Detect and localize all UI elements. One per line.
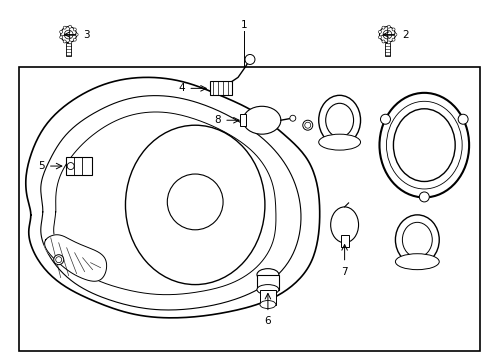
Text: 7: 7 xyxy=(341,267,347,277)
Text: 6: 6 xyxy=(264,316,271,327)
Ellipse shape xyxy=(395,215,438,265)
Ellipse shape xyxy=(318,134,360,150)
Text: 2: 2 xyxy=(402,30,408,40)
Ellipse shape xyxy=(325,103,353,137)
Bar xyxy=(66,42,71,57)
Bar xyxy=(384,42,389,57)
Polygon shape xyxy=(26,77,319,318)
Circle shape xyxy=(386,25,389,28)
Bar xyxy=(240,114,245,126)
Bar xyxy=(340,235,348,247)
Circle shape xyxy=(381,40,384,43)
Ellipse shape xyxy=(260,301,275,309)
Bar xyxy=(260,289,275,305)
Circle shape xyxy=(386,41,389,44)
Circle shape xyxy=(63,26,66,29)
Bar xyxy=(210,81,232,95)
Text: 3: 3 xyxy=(83,30,90,40)
Text: 5: 5 xyxy=(38,161,45,171)
Circle shape xyxy=(63,40,66,43)
Circle shape xyxy=(379,27,395,42)
Circle shape xyxy=(244,54,254,64)
Circle shape xyxy=(378,36,381,39)
Bar xyxy=(65,157,91,175)
Circle shape xyxy=(60,30,62,33)
Circle shape xyxy=(68,25,71,28)
Circle shape xyxy=(68,41,71,44)
Text: 8: 8 xyxy=(214,115,221,125)
Ellipse shape xyxy=(256,285,278,294)
Circle shape xyxy=(393,33,396,36)
Bar xyxy=(19,67,479,351)
Text: 1: 1 xyxy=(240,19,247,30)
Polygon shape xyxy=(44,235,106,281)
Circle shape xyxy=(54,255,63,265)
Ellipse shape xyxy=(243,106,280,134)
Circle shape xyxy=(380,114,389,124)
Circle shape xyxy=(381,26,384,29)
Circle shape xyxy=(302,120,312,130)
Circle shape xyxy=(391,28,394,31)
Circle shape xyxy=(457,114,467,124)
Ellipse shape xyxy=(318,95,360,145)
Circle shape xyxy=(61,27,77,42)
Bar xyxy=(256,275,278,289)
Ellipse shape xyxy=(393,109,454,181)
Circle shape xyxy=(391,38,394,41)
Text: 4: 4 xyxy=(178,84,185,93)
Circle shape xyxy=(73,38,76,41)
Circle shape xyxy=(419,192,428,202)
Ellipse shape xyxy=(402,222,431,257)
Circle shape xyxy=(73,28,76,31)
Circle shape xyxy=(75,33,78,36)
Ellipse shape xyxy=(379,93,468,197)
Ellipse shape xyxy=(256,269,278,280)
Circle shape xyxy=(60,36,62,39)
Ellipse shape xyxy=(395,254,438,270)
Circle shape xyxy=(289,115,295,121)
Ellipse shape xyxy=(330,207,358,243)
Circle shape xyxy=(378,30,381,33)
